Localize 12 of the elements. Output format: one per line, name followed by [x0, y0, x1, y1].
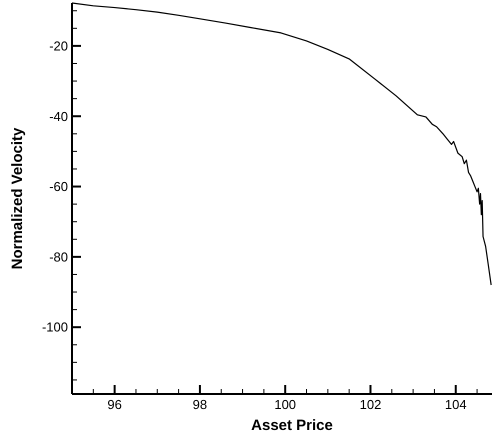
y-tick-label: -100 — [42, 320, 68, 335]
x-tick-label: 100 — [274, 397, 296, 412]
y-tick-label: -80 — [49, 249, 68, 264]
x-tick-label: 104 — [444, 397, 467, 412]
x-tick-label: 102 — [360, 397, 382, 412]
y-tick-label: -40 — [49, 108, 68, 124]
x-axis-title: Asset Price — [251, 417, 333, 434]
x-tick-label: 96 — [107, 397, 122, 412]
y-axis-title: Normalized Velocity — [9, 126, 26, 270]
y-tick-label: -20 — [49, 38, 68, 54]
x-tick-label: 98 — [192, 397, 208, 412]
y-tick-label: -60 — [49, 179, 68, 194]
